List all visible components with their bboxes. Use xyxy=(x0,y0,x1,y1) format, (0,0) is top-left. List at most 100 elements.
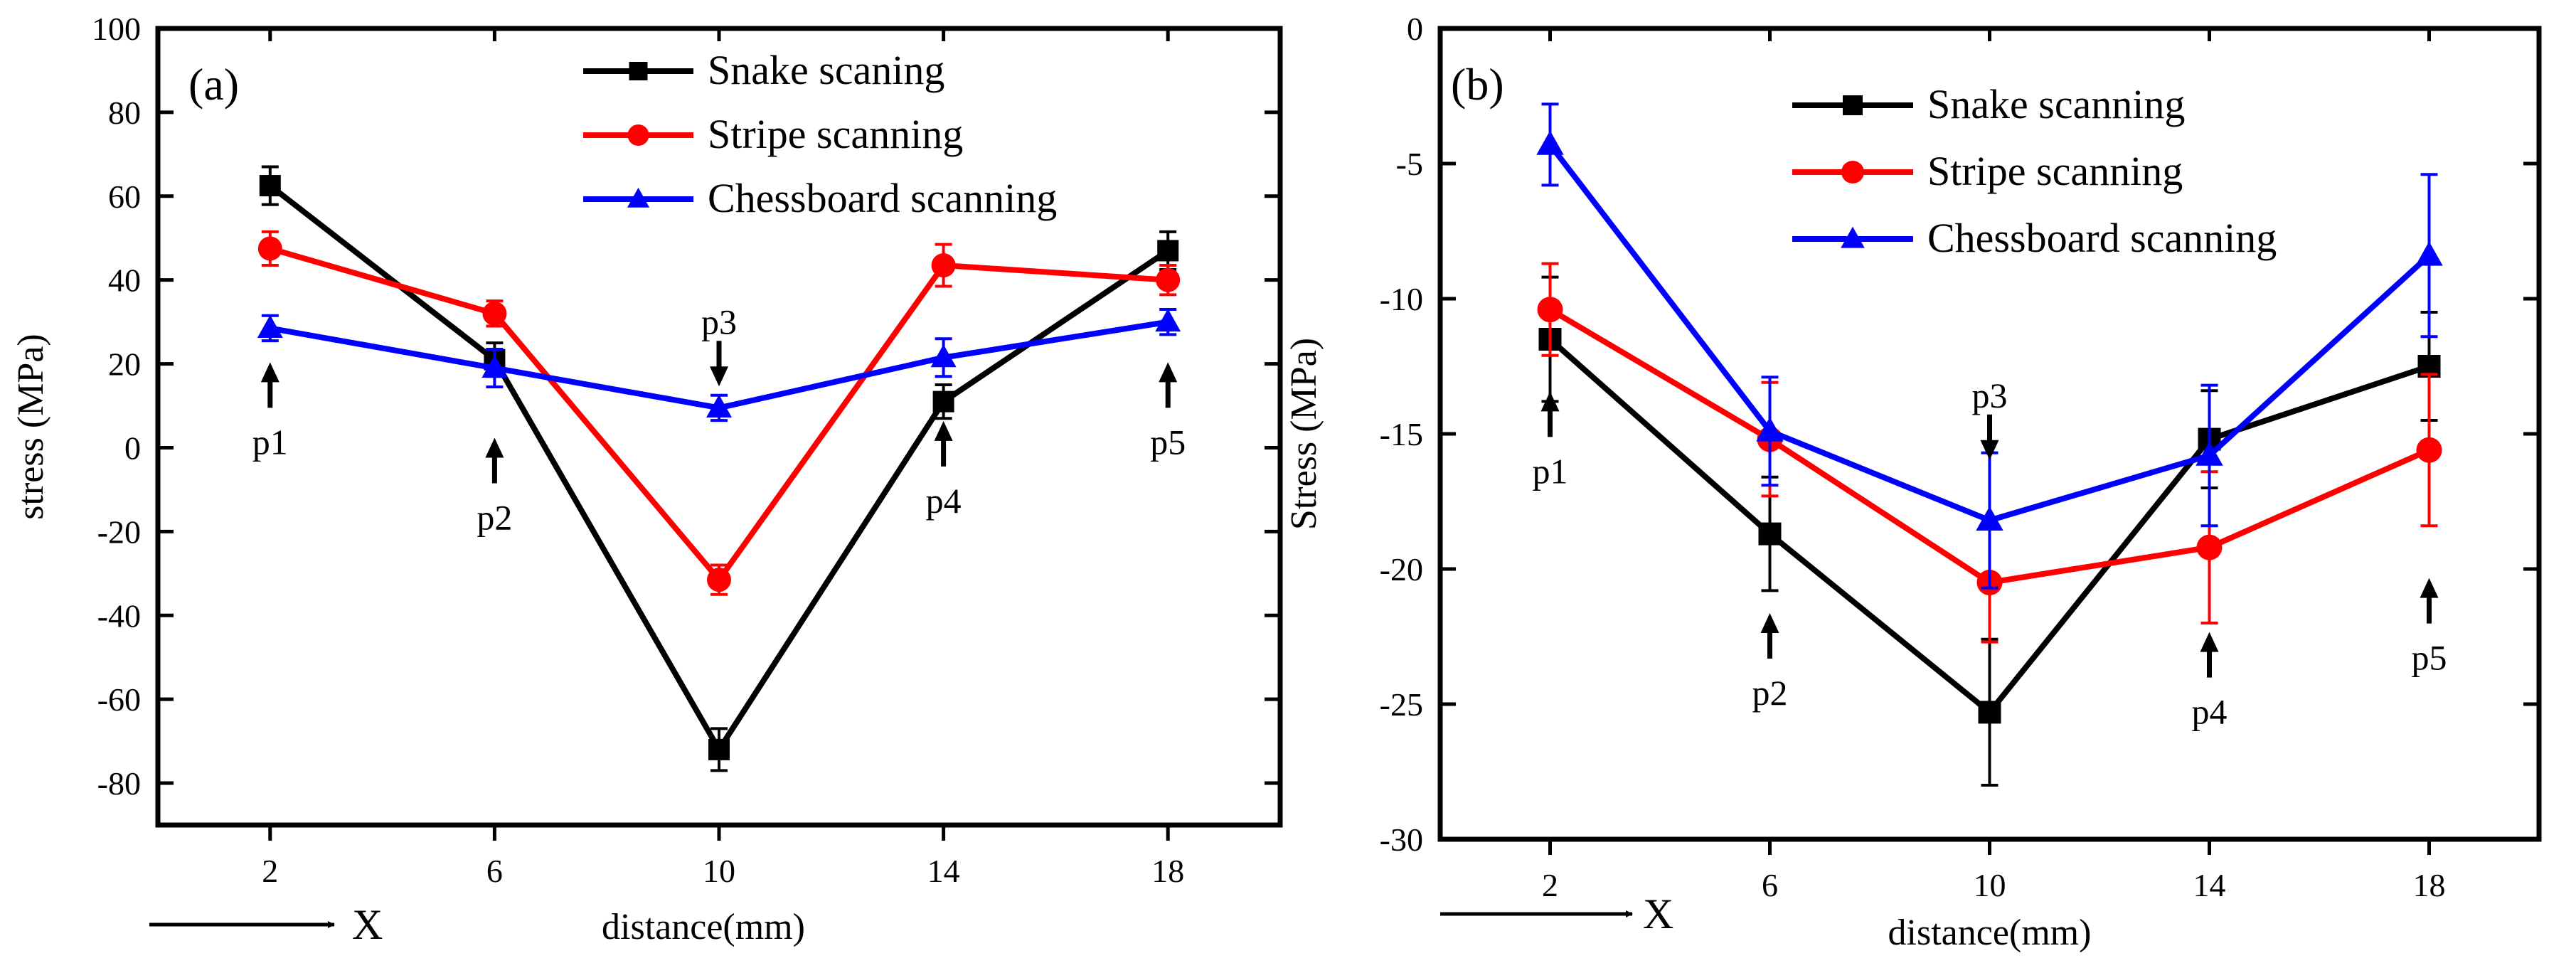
data-point xyxy=(481,354,508,378)
x-tick-label: 6 xyxy=(486,853,503,889)
annotation-label: p5 xyxy=(1150,422,1186,462)
series-square xyxy=(259,165,1179,772)
y-tick-label: -30 xyxy=(1380,821,1423,858)
annotation-arrow-head xyxy=(260,362,280,383)
annotation-label: p3 xyxy=(1972,376,2008,415)
y-tick-label: -20 xyxy=(97,514,141,550)
data-point xyxy=(257,314,283,338)
x-tick-label: 18 xyxy=(2413,867,2446,903)
panel-label: (b) xyxy=(1451,59,1504,110)
data-point xyxy=(1157,240,1179,262)
annotation-label: p1 xyxy=(252,422,288,462)
x-axis-label: distance(mm) xyxy=(1888,913,2092,953)
series-triangle xyxy=(1536,102,2443,590)
x-tick-label: 2 xyxy=(1542,867,1558,903)
annotation-label: p4 xyxy=(2192,692,2228,732)
legend-label: Chessboard scanning xyxy=(708,175,1057,221)
annotation-p4: p4 xyxy=(926,420,962,521)
annotation-arrow-head xyxy=(2420,578,2439,598)
annotation-arrow-head xyxy=(1159,362,1178,383)
y-tick-label: -25 xyxy=(1380,686,1423,723)
x-tick-label: 14 xyxy=(927,853,960,889)
x-tick-label: 6 xyxy=(1762,867,1778,903)
legend-label: Snake scaning xyxy=(708,47,944,93)
data-point xyxy=(1537,297,1563,323)
direction-label: X xyxy=(1643,890,1673,937)
data-point xyxy=(1976,506,2003,531)
data-point xyxy=(1155,309,1181,332)
legend-entry: Chessboard scanning xyxy=(1792,215,2277,261)
legend-marker xyxy=(629,62,648,80)
annotation-p5: p5 xyxy=(1150,362,1186,462)
legend-label: Stripe scanning xyxy=(708,111,963,157)
data-point xyxy=(1758,522,1782,546)
legend-label: Stripe scanning xyxy=(1927,148,2183,194)
y-tick-label: -15 xyxy=(1380,416,1423,452)
direction-label: X xyxy=(352,901,383,948)
data-point xyxy=(2416,437,2442,463)
legend-entry: Snake scanning xyxy=(1792,81,2185,127)
chart-panel-a: 100 80 60 40 20 0 -20 -40 -60 -80 2 6 10 14 18 stress (… xyxy=(11,11,1283,948)
x-tick-label: 10 xyxy=(703,853,735,889)
y-tick-label: 0 xyxy=(124,430,141,466)
annotation-arrow-head xyxy=(1760,613,1779,633)
series-triangle xyxy=(257,307,1181,422)
data-point xyxy=(931,253,956,278)
annotation-arrow-head xyxy=(934,420,953,441)
x-tick-label: 14 xyxy=(2193,867,2226,903)
data-point xyxy=(1756,417,1784,442)
y-tick-label: -80 xyxy=(97,765,141,802)
y-tick-label: 60 xyxy=(108,179,141,215)
annotation-label: p3 xyxy=(701,302,737,341)
y-tick-label: 0 xyxy=(1407,11,1423,47)
y-tick-label: -5 xyxy=(1396,146,1423,182)
data-point xyxy=(257,236,282,261)
annotation-label: p4 xyxy=(926,481,962,521)
legend-marker xyxy=(627,124,649,146)
annotation-p1: p1 xyxy=(252,362,288,462)
y-axis-label: Stress (MPa) xyxy=(1284,338,1324,530)
y-tick-label: 80 xyxy=(108,95,141,131)
data-point xyxy=(707,568,731,592)
data-point xyxy=(482,301,507,326)
data-point xyxy=(932,390,954,413)
y-tick-label: 20 xyxy=(108,346,141,383)
x-axis-label: distance(mm) xyxy=(602,907,805,947)
x-tick-label: 18 xyxy=(1151,853,1184,889)
annotation-label: p1 xyxy=(1533,451,1568,491)
panel-label: (a) xyxy=(188,59,239,110)
annotation-arrow-head xyxy=(710,366,728,387)
x-tick-label: 2 xyxy=(262,853,278,889)
legend-entry: Snake scaning xyxy=(583,47,944,93)
data-point xyxy=(1156,267,1181,292)
annotation-p5: p5 xyxy=(2412,578,2447,678)
series-circle xyxy=(257,230,1181,596)
data-point xyxy=(2196,534,2223,560)
y-tick-label: 100 xyxy=(92,11,141,47)
legend-label: Snake scanning xyxy=(1927,81,2185,127)
annotation-label: p5 xyxy=(2412,638,2447,678)
data-point xyxy=(706,394,732,417)
y-tick-label: -10 xyxy=(1380,281,1423,317)
annotation-p3: p3 xyxy=(1972,376,2008,460)
y-tick-label: -60 xyxy=(97,681,141,718)
x-tick-label: 10 xyxy=(1974,867,2006,903)
annotation-label: p2 xyxy=(477,497,512,537)
data-point xyxy=(2415,241,2443,266)
annotation-p3: p3 xyxy=(701,302,737,387)
annotation-arrow-head xyxy=(1980,440,1999,460)
legend-entry: Stripe scanning xyxy=(583,111,963,157)
data-point xyxy=(1978,701,2001,724)
data-point xyxy=(259,175,281,197)
chart-panel-b: 0 -5 -10 -15 -20 -25 -30 2 6 10 14 18 Stress (MPa) di… xyxy=(1284,11,2542,953)
legend-marker xyxy=(1843,95,1863,115)
y-tick-label: 40 xyxy=(108,262,141,299)
y-axis-label: stress (MPa) xyxy=(11,334,51,519)
y-tick-label: -20 xyxy=(1380,551,1423,587)
legend-marker xyxy=(1841,226,1865,248)
legend-marker xyxy=(627,187,650,208)
data-point xyxy=(708,738,730,760)
annotation-p1: p1 xyxy=(1533,391,1568,491)
legend-entry: Stripe scanning xyxy=(1792,148,2183,194)
